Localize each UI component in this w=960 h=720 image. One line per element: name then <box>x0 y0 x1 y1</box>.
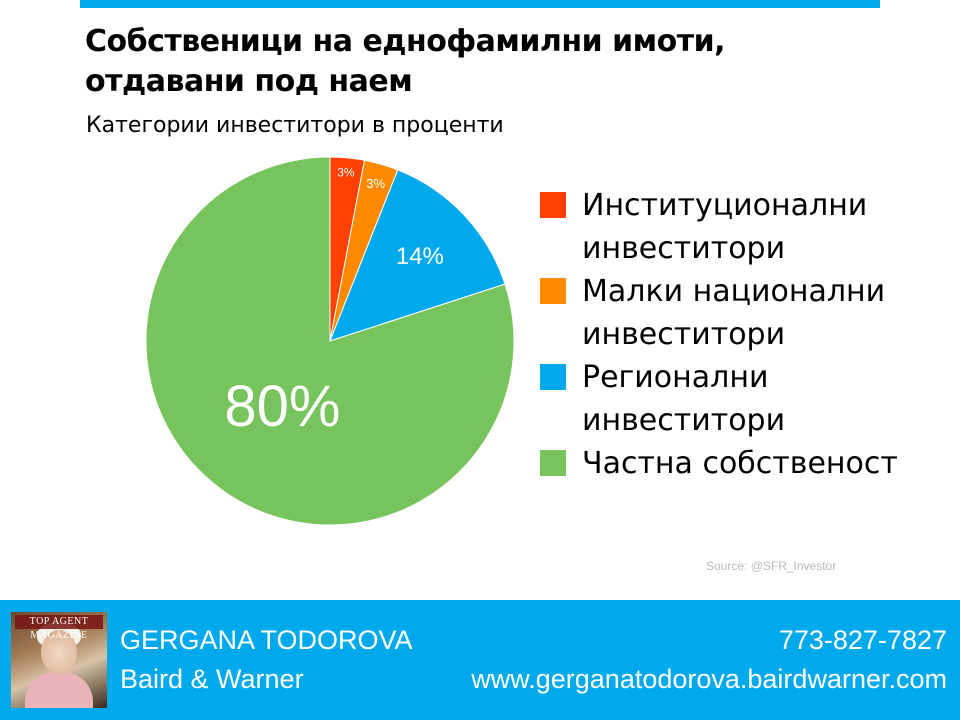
legend-label-small-national: Малки национални инвеститори <box>582 274 886 352</box>
legend-swatch-small-national <box>540 278 566 304</box>
source-note: Source: @SFR_Investor <box>706 559 837 573</box>
agent-name: GERGANA TODOROVA <box>120 625 413 655</box>
company-name: Baird & Warner <box>120 664 304 694</box>
pie-label-private: 80% <box>224 374 340 439</box>
legend-item-regional: Регионални инвеститори <box>540 356 940 442</box>
photo-head-shape <box>41 630 77 674</box>
pie-label-small-national: 3% <box>366 176 385 191</box>
legend-swatch-regional <box>540 364 566 390</box>
photo-body-shape <box>25 672 93 708</box>
legend-label-private: Частна собственост <box>582 446 898 481</box>
top-accent-bar <box>80 0 880 8</box>
legend-label-institutional: Институционални инвеститори <box>582 188 868 266</box>
legend-item-institutional: Институционални инвеститори <box>540 184 940 270</box>
agent-photo: TOP AGENT MAGAZINE <box>11 612 107 708</box>
pie-labels: 3% 3% 14% 80% <box>224 165 444 439</box>
pie-label-regional: 14% <box>396 243 444 270</box>
chart-legend: Институционални инвеститори Малки национ… <box>540 184 940 485</box>
pie-chart: 3% 3% 14% 80% <box>145 156 515 526</box>
pie-label-institutional: 3% <box>337 165 355 179</box>
phone-number[interactable]: 773-827-7827 <box>778 625 947 655</box>
footer-bar: TOP AGENT MAGAZINE GERGANA TODOROVA Bair… <box>0 600 960 720</box>
legend-swatch-institutional <box>540 192 566 218</box>
pie-slices <box>145 156 515 526</box>
legend-item-small-national: Малки национални инвеститори <box>540 270 940 356</box>
pie-slice-private <box>145 156 515 526</box>
chart-title: Собственици на еднофамилни имоти, отдава… <box>85 24 726 99</box>
magazine-logo: TOP AGENT MAGAZINE <box>15 615 103 641</box>
legend-swatch-private <box>540 450 566 476</box>
chart-subtitle: Категории инвеститори в проценти <box>86 113 504 138</box>
website-link[interactable]: www.gergana­todorova.bairdwarner.com <box>471 664 947 694</box>
legend-item-private: Частна собственост <box>540 442 940 485</box>
legend-label-regional: Регионални инвеститори <box>582 360 786 438</box>
